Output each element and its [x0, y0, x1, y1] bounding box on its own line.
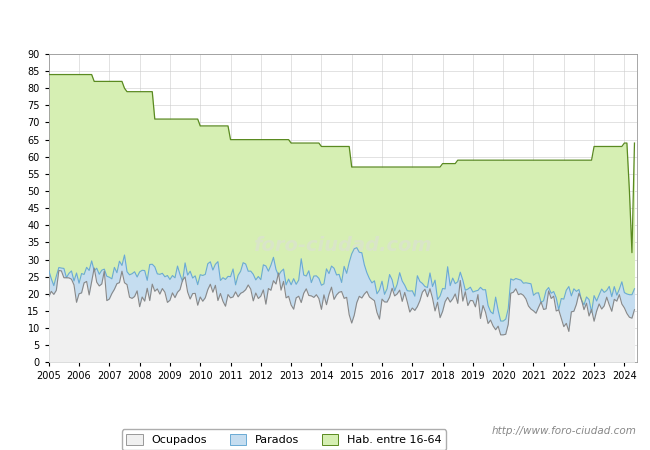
Text: foro-ciudad.com: foro-ciudad.com: [254, 236, 432, 255]
Text: http://www.foro-ciudad.com: http://www.foro-ciudad.com: [492, 427, 637, 436]
Text: Manzanal del Barco - Evolucion de la poblacion en edad de Trabajar Mayo de 2024: Manzanal del Barco - Evolucion de la pob…: [81, 17, 569, 30]
Legend: Ocupados, Parados, Hab. entre 16-64: Ocupados, Parados, Hab. entre 16-64: [122, 429, 447, 450]
